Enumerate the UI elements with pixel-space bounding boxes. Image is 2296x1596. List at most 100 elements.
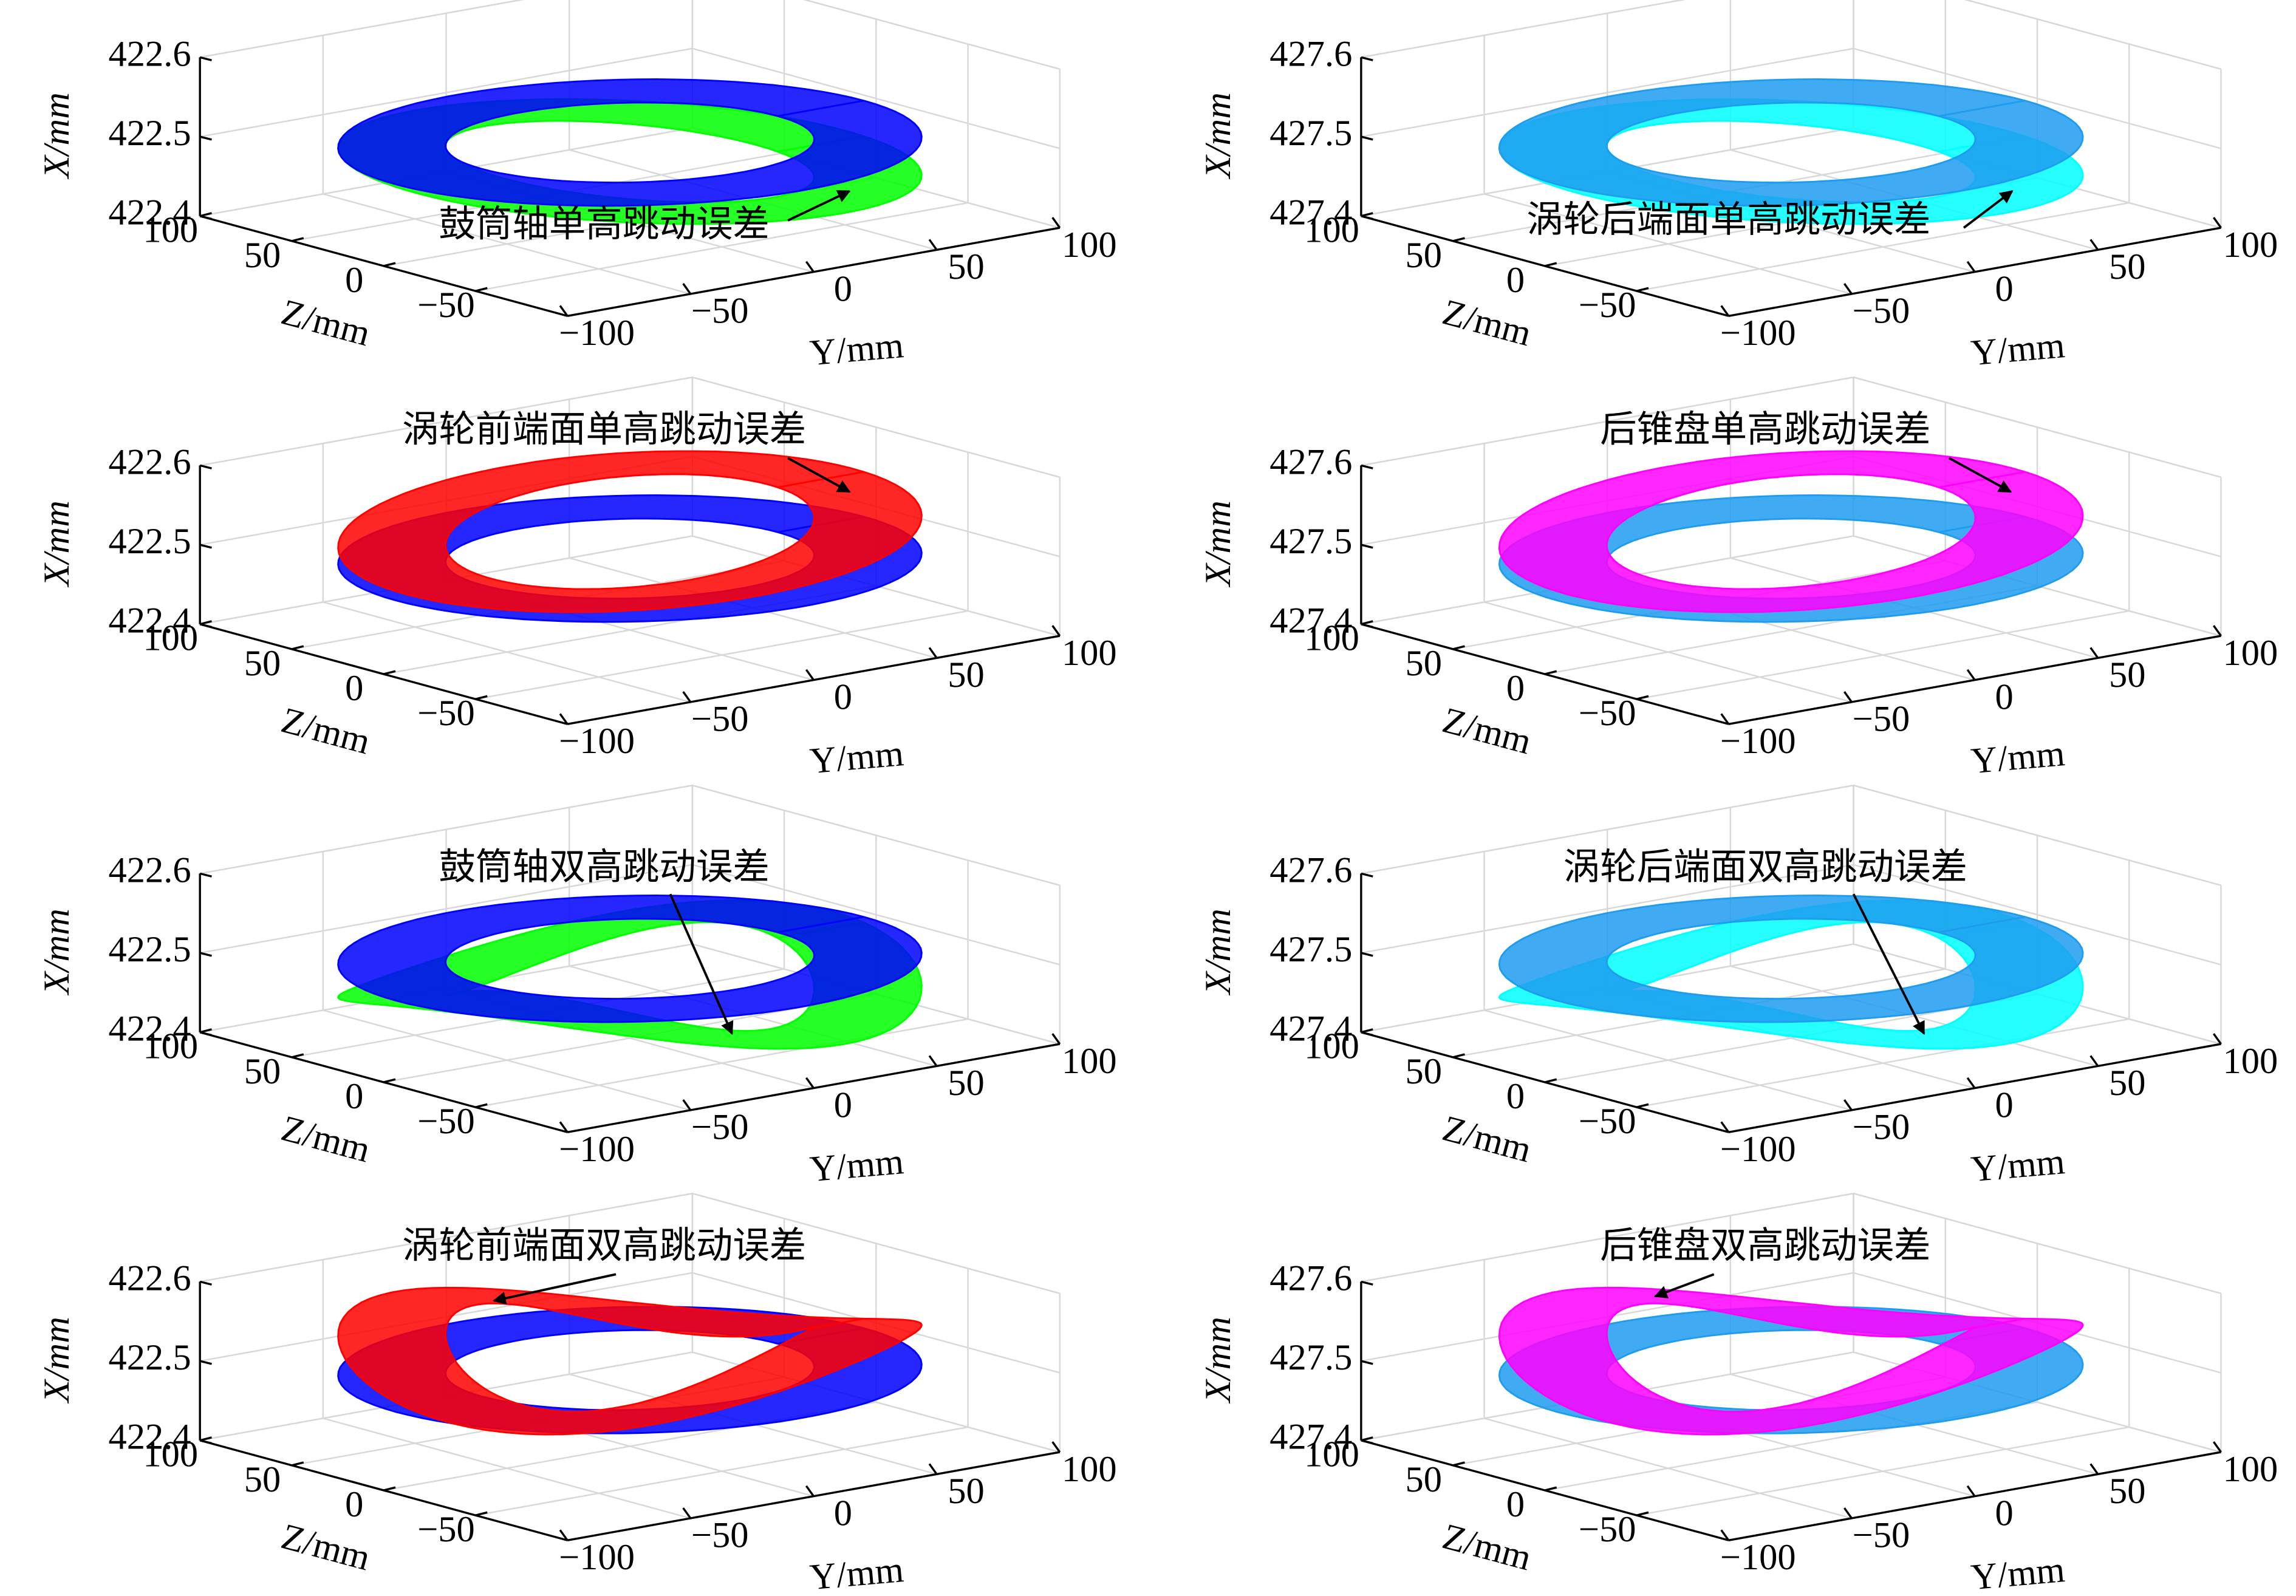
x-axis-label: Y/mm	[808, 1141, 905, 1190]
z-tick-label: 427.5	[1269, 1337, 1352, 1378]
x-tick-label: −100	[1720, 721, 1796, 762]
x-tick-label: 50	[2109, 655, 2145, 695]
z-tick-label: 422.5	[109, 1337, 191, 1378]
y-tick-label: 100	[143, 1434, 198, 1475]
y-tick-label: −50	[417, 1509, 475, 1550]
x-tick-label: 0	[834, 677, 852, 717]
y-axis-label: Z/mm	[277, 292, 374, 354]
tick-mark	[682, 283, 692, 295]
box-edge	[692, 785, 1061, 886]
annotation: 涡轮前端面单高跳动误差	[402, 409, 806, 450]
x-axis-label: Y/mm	[808, 325, 905, 373]
subplot: 422.4 422.5 422.6 −100 −50 0 50 100 −50 0 50 100 X/m…	[36, 1193, 1117, 1596]
x-tick-label: 50	[2109, 247, 2145, 287]
annotation-arrow	[787, 189, 851, 222]
z-axis-label: X/mm	[1198, 909, 1239, 996]
x-tick-label: 100	[2223, 1449, 2278, 1490]
tick-mark	[1966, 1077, 1976, 1089]
x-tick-label: 100	[2223, 633, 2278, 674]
z-tick-label: 422.6	[109, 33, 191, 74]
tick-mark	[1843, 1507, 1853, 1519]
y-tick-label: 50	[1405, 643, 1441, 684]
tick-mark	[1966, 669, 1976, 681]
x-tick-label: 100	[1062, 1041, 1117, 1082]
subplot: 427.4 427.5 427.6 −100 −50 0 50 100 −50 0 50 100 X/m…	[1198, 1193, 2278, 1596]
tick-mark	[475, 1511, 488, 1516]
y-tick-label: 50	[1405, 235, 1441, 276]
x-tick-label: 50	[948, 1063, 984, 1103]
x-tick-label: −50	[691, 1107, 749, 1148]
tick-mark	[682, 691, 692, 703]
grid-line	[692, 47, 1061, 149]
tick-mark	[1051, 217, 1061, 229]
z-tick-label: 427.6	[1269, 442, 1352, 482]
z-axis-label: X/mm	[36, 92, 77, 180]
y-tick-label: 100	[1304, 618, 1359, 659]
tick-mark	[1361, 135, 1373, 141]
tick-mark	[1636, 1103, 1649, 1108]
x-tick-label: −50	[1853, 1107, 1910, 1148]
tick-mark	[1361, 620, 1373, 626]
grid-line	[1636, 1018, 2130, 1108]
z-axis-label: X/mm	[1198, 1317, 1239, 1404]
x-tick-label: −100	[1720, 313, 1796, 353]
grid-line	[199, 47, 693, 138]
x-tick-label: −50	[1853, 1515, 1910, 1556]
tick-mark	[292, 237, 304, 242]
tick-mark	[1636, 1511, 1649, 1516]
annotation: 鼓筒轴双高跳动误差	[439, 847, 769, 887]
tick-mark	[1361, 56, 1373, 61]
ring-surface	[337, 1286, 923, 1436]
y-tick-label: 100	[1304, 210, 1359, 251]
tick-mark	[682, 1099, 692, 1111]
tick-mark	[1843, 691, 1853, 703]
z-axis-label: X/mm	[1198, 92, 1239, 180]
grid-line	[475, 1018, 968, 1108]
tick-mark	[475, 1103, 488, 1108]
x-tick-label: 100	[1062, 633, 1117, 674]
box-edge	[199, 1193, 693, 1283]
grid-line	[199, 864, 693, 954]
x-axis-label: Y/mm	[1969, 1549, 2066, 1596]
tick-mark	[475, 287, 488, 292]
z-tick-label: 427.5	[1269, 929, 1352, 970]
tick-mark	[383, 1078, 396, 1083]
annotation-arrow	[1948, 457, 2012, 493]
x-axis-label: Y/mm	[1969, 1141, 2066, 1190]
subplot: 427.4 427.5 427.6 −100 −50 0 50 100 −50 0 50 100 X/m…	[1198, 784, 2278, 1190]
y-axis-label: Z/mm	[1438, 700, 1536, 762]
z-tick-label: 422.5	[109, 113, 191, 154]
grid-line	[475, 610, 968, 700]
x-tick-label: −50	[691, 699, 749, 740]
tick-mark	[1544, 1486, 1557, 1492]
tick-mark	[199, 1436, 212, 1442]
box-edge	[1853, 377, 2221, 478]
x-tick-label: −100	[1720, 1537, 1796, 1578]
x-tick-label: 50	[948, 655, 984, 695]
annotation: 涡轮后端面双高跳动误差	[1563, 847, 1967, 887]
tick-mark	[475, 695, 488, 700]
tick-mark	[1361, 544, 1373, 549]
tick-mark	[199, 56, 212, 61]
tick-mark	[292, 1053, 304, 1059]
x-tick-label: 50	[2109, 1063, 2145, 1103]
x-tick-label: 0	[834, 1493, 852, 1533]
y-tick-label: 100	[143, 1026, 198, 1067]
tick-mark	[1452, 1461, 1465, 1467]
grid-line	[475, 1426, 968, 1516]
z-tick-label: 422.4	[109, 1009, 191, 1049]
tick-mark	[199, 1028, 212, 1034]
tick-mark	[1051, 625, 1061, 637]
z-tick-label: 427.6	[1269, 33, 1352, 74]
tick-mark	[1544, 670, 1557, 675]
x-tick-label: 0	[834, 268, 852, 309]
z-tick-label: 422.6	[109, 442, 191, 482]
ring-surface	[1498, 894, 2084, 1023]
box-edge	[692, 377, 1061, 478]
tick-mark	[805, 669, 815, 681]
z-tick-label: 422.4	[109, 1417, 191, 1458]
annotation-arrow	[1852, 893, 1925, 1035]
tick-mark	[199, 620, 212, 626]
grid-line	[1636, 610, 2130, 700]
y-tick-label: −50	[1579, 693, 1636, 734]
